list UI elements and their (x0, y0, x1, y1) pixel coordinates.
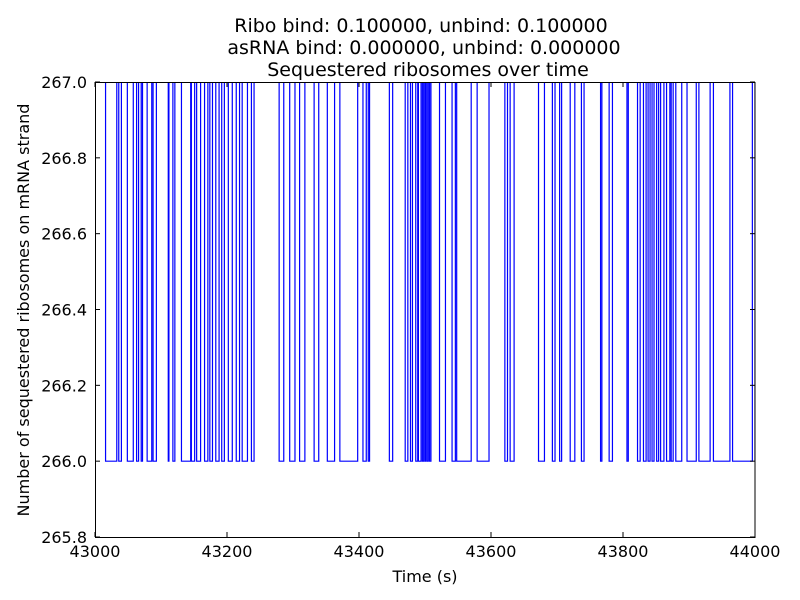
y-axis-label: Number of sequestered ribosomes on mRNA … (14, 104, 33, 517)
chart-title: Ribo bind: 0.100000, unbind: 0.100000 as… (227, 15, 620, 81)
y-axis: 265.8 266.0 266.2 266.4 266.6 266.8 267.0 (41, 73, 755, 547)
x-tick-label: 43800 (598, 542, 649, 561)
x-tick-label: 43000 (70, 542, 121, 561)
title-line-3: Sequestered ribosomes over time (267, 59, 589, 81)
x-axis: 43000 43200 43400 43600 43800 44000 (70, 82, 781, 561)
y-tick-label: 266.2 (41, 376, 87, 395)
y-tick-label: 266.8 (41, 149, 87, 168)
x-axis-label: Time (s) (391, 567, 457, 586)
series-layer (95, 82, 755, 462)
x-tick-label: 43400 (334, 542, 385, 561)
x-tick-label: 43200 (202, 542, 253, 561)
title-line-1: Ribo bind: 0.100000, unbind: 0.100000 (234, 15, 607, 37)
y-tick-label: 266.0 (41, 452, 87, 471)
y-tick-label: 267.0 (41, 73, 87, 92)
y-tick-label: 265.8 (41, 528, 87, 547)
y-tick-label: 266.6 (41, 225, 87, 244)
series-line-0 (95, 82, 755, 462)
title-line-2: asRNA bind: 0.000000, unbind: 0.000000 (227, 37, 620, 59)
x-tick-label: 43600 (466, 542, 517, 561)
x-tick-label: 44000 (730, 542, 781, 561)
y-tick-label: 266.4 (41, 301, 87, 320)
